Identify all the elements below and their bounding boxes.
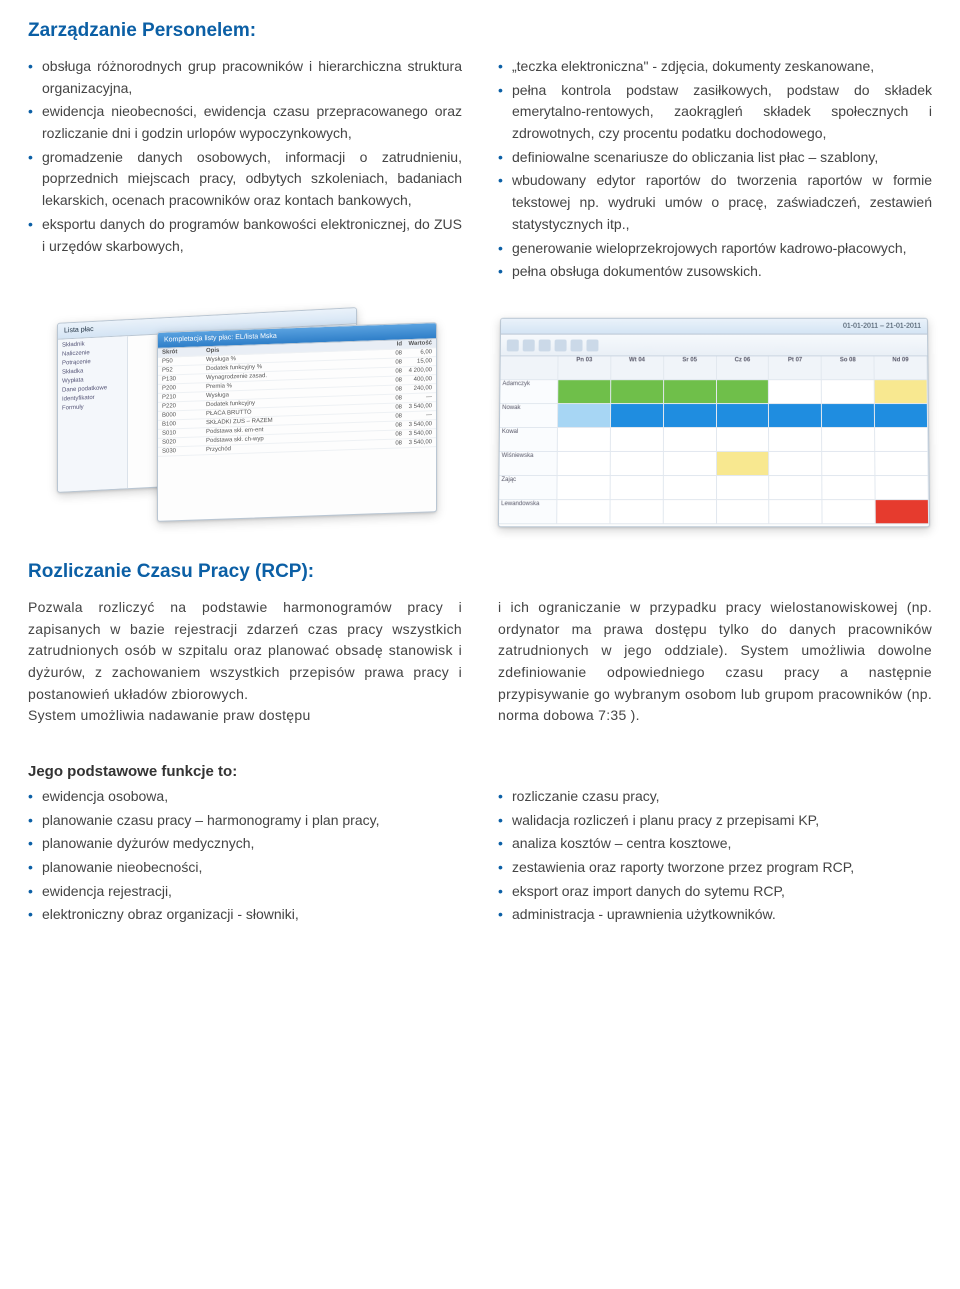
section1-left-list: obsługa różnorodnych grup pracowników i … xyxy=(28,56,462,257)
payroll-window-front: Kompletacja listy płac: EL/lista Mska Sk… xyxy=(157,322,437,522)
bullet-item: planowanie dyżurów medycznych, xyxy=(28,833,462,855)
bullet-item: eksport oraz import danych do sytemu RCP… xyxy=(498,881,932,903)
bullet-item: ewidencja osobowa, xyxy=(28,786,462,808)
bullet-item: ewidencja rejestracji, xyxy=(28,881,462,903)
toolbar-icon xyxy=(586,339,598,351)
figures-row: Lista płac SkładnikNaliczeniePotrącenieS… xyxy=(28,307,932,527)
toolbar-icon xyxy=(506,339,518,351)
bullet-item: definiowalne scenariusze do obliczania l… xyxy=(498,147,932,169)
payroll-table: SkrótOpisIdWartośćP50Wysługa %086,00P52D… xyxy=(158,339,436,457)
section3-left-list: ewidencja osobowa, planowanie czasu prac… xyxy=(28,786,462,926)
section1-right: „teczka elektroniczna" - zdjęcia, dokume… xyxy=(498,56,932,285)
section2-title: Rozliczanie Czasu Pracy (RCP): xyxy=(28,561,932,583)
section1-columns: obsługa różnorodnych grup pracowników i … xyxy=(28,56,932,285)
date-range-label: 01-01-2011 – 21-01-2011 xyxy=(842,323,920,330)
bullet-item: elektroniczny obraz organizacji - słowni… xyxy=(28,904,462,926)
section2-left: Pozwala rozliczyć na podstawie harmonogr… xyxy=(28,597,462,727)
section3-right-list: rozliczanie czasu pracy, walidacja rozli… xyxy=(498,786,932,926)
body-paragraph: Pozwala rozliczyć na podstawie harmonogr… xyxy=(28,597,462,705)
bullet-item: administracja - uprawnienia użytkowników… xyxy=(498,904,932,926)
section3-left: Jego podstawowe funkcje to: ewidencja os… xyxy=(28,757,462,928)
toolbar-icon xyxy=(538,339,550,351)
section1-title: Zarządzanie Personelem: xyxy=(28,20,932,42)
bullet-item: pełna obsługa dokumentów zusowskich. xyxy=(498,261,932,283)
bullet-item: analiza kosztów – centra kosztowe, xyxy=(498,833,932,855)
bullet-item: generowanie wieloprzekrojowych raportów … xyxy=(498,238,932,260)
payroll-side-labels: SkładnikNaliczeniePotrącenieSkładkaWypła… xyxy=(58,336,128,492)
body-paragraph: i ich ograniczanie w przypadku pracy wie… xyxy=(498,597,932,727)
figure-schedule: 01-01-2011 – 21-01-2011 Pn 03Wt 04Śr 05C… xyxy=(495,317,932,527)
section1-right-list: „teczka elektroniczna" - zdjęcia, dokume… xyxy=(498,56,932,283)
bullet-item: walidacja rozliczeń i planu pracy z prze… xyxy=(498,810,932,832)
bullet-item: gromadzenie danych osobowych, informacji… xyxy=(28,147,462,212)
bullet-item: planowanie nieobecności, xyxy=(28,857,462,879)
bullet-item: planowanie czasu pracy – harmonogramy i … xyxy=(28,810,462,832)
bullet-item: wbudowany edytor raportów do tworzenia r… xyxy=(498,170,932,235)
schedule-toolbar xyxy=(500,334,927,356)
bullet-item: ewidencja nieobecności, ewidencja czasu … xyxy=(28,101,462,144)
section3-right: . rozliczanie czasu pracy, walidacja roz… xyxy=(498,757,932,928)
section2-right: i ich ograniczanie w przypadku pracy wie… xyxy=(498,597,932,727)
section3-columns: Jego podstawowe funkcje to: ewidencja os… xyxy=(28,757,932,928)
bullet-item: obsługa różnorodnych grup pracowników i … xyxy=(28,56,462,99)
section3-heading: Jego podstawowe funkcje to: xyxy=(28,763,462,780)
toolbar-icon xyxy=(522,339,534,351)
bullet-item: pełna kontrola podstaw zasiłkowych, pods… xyxy=(498,80,932,145)
toolbar-icon xyxy=(554,339,566,351)
body-paragraph: System umożliwia nadawanie praw dostępu xyxy=(28,705,462,727)
section1-left: obsługa różnorodnych grup pracowników i … xyxy=(28,56,462,285)
schedule-window: 01-01-2011 – 21-01-2011 Pn 03Wt 04Śr 05C… xyxy=(497,318,929,527)
bullet-item: zestawienia oraz raporty tworzone przez … xyxy=(498,857,932,879)
section2-columns: Pozwala rozliczyć na podstawie harmonogr… xyxy=(28,597,932,727)
bullet-item: eksportu danych do programów bankowości … xyxy=(28,214,462,257)
figure-payroll: Lista płac SkładnikNaliczeniePotrącenieS… xyxy=(28,307,465,527)
toolbar-icon xyxy=(570,339,582,351)
bullet-item: rozliczanie czasu pracy, xyxy=(498,786,932,808)
schedule-grid: Pn 03Wt 04Śr 05Cz 06Pt 07So 08Nd 09Adamc… xyxy=(498,356,928,526)
window-titlebar: 01-01-2011 – 21-01-2011 xyxy=(500,319,926,335)
bullet-item: „teczka elektroniczna" - zdjęcia, dokume… xyxy=(498,56,932,78)
